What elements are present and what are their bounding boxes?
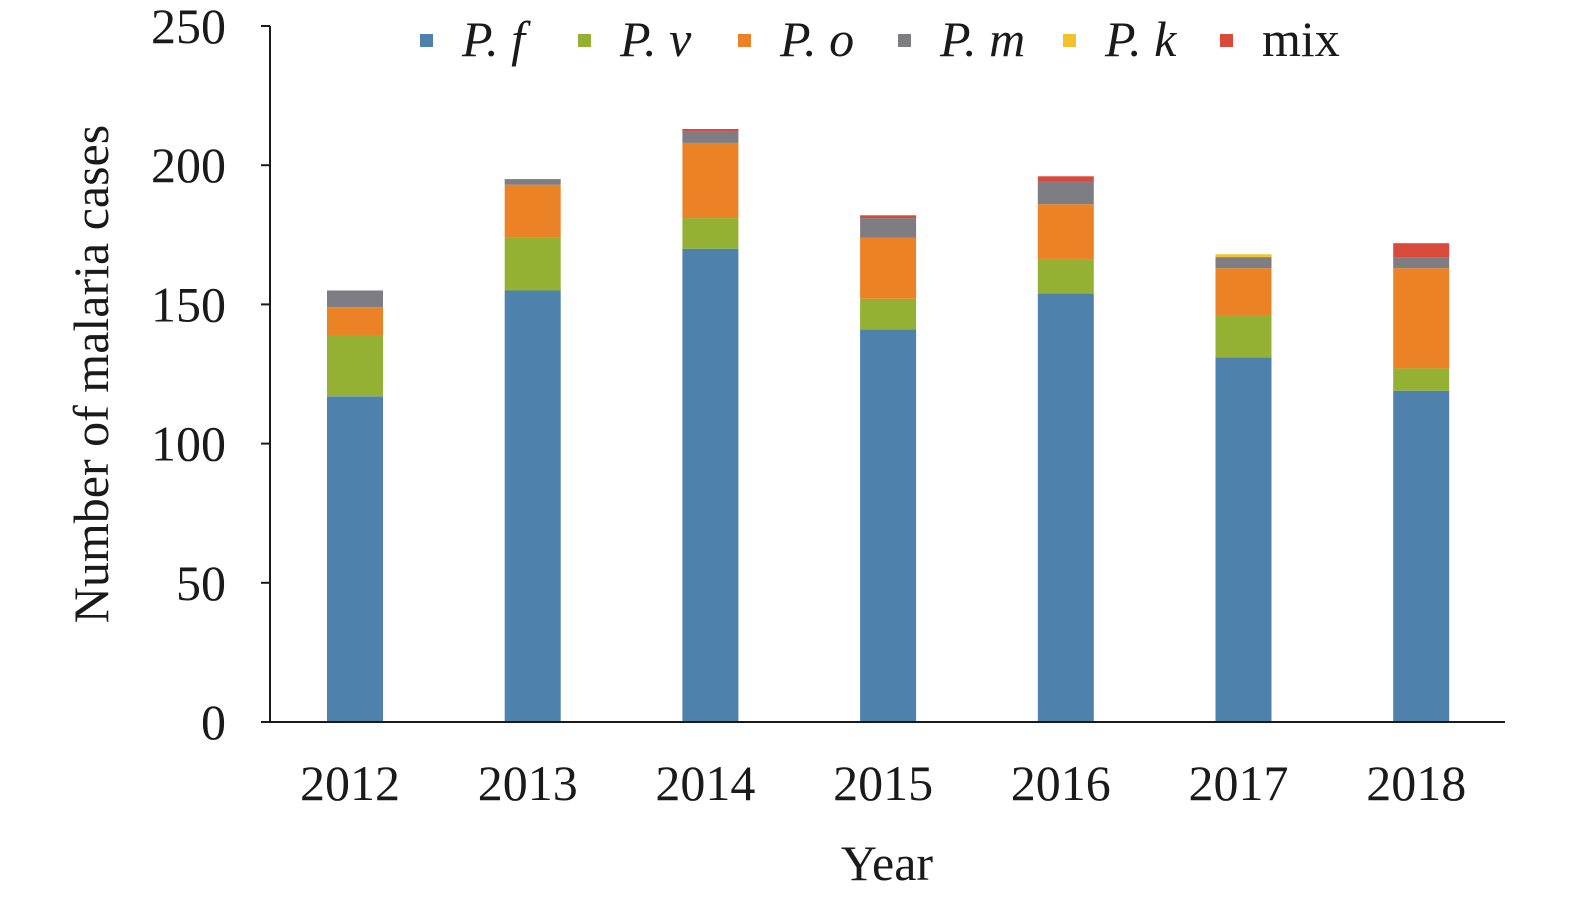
bar-2018-series-5: [1393, 243, 1450, 258]
legend-label: P. f: [461, 11, 531, 67]
bar-2017-series-2: [1215, 268, 1272, 316]
legend-item: P. m: [898, 11, 1025, 67]
bar-2015-series-3: [860, 218, 917, 238]
y-tick-label: 150: [151, 276, 226, 332]
bar-2018-series-2: [1393, 268, 1450, 369]
bar-2017-series-1: [1215, 315, 1272, 358]
x-tick-label: 2017: [1189, 755, 1289, 811]
y-tick-labels: 0 50 100 150 200 250: [151, 0, 226, 750]
bar-2012-series-3: [327, 290, 383, 308]
bar-2013-series-1: [504, 237, 561, 291]
x-tick-label: 2014: [655, 755, 755, 811]
legend-item: P. v: [578, 11, 692, 67]
x-tick-label: 2013: [478, 755, 578, 811]
legend-swatch: [578, 34, 591, 47]
bar-2018-series-3: [1393, 257, 1450, 269]
y-tick-label: 50: [176, 555, 226, 611]
x-tick-label: 2018: [1366, 755, 1466, 811]
y-tick-label: 200: [151, 137, 226, 193]
bar-2013-series-2: [504, 184, 561, 238]
bar-2014-series-3: [682, 131, 739, 143]
bar-2016-series-1: [1037, 259, 1094, 294]
legend-swatch: [738, 34, 751, 47]
bar-2015-series-5: [860, 215, 917, 219]
legend-label: P. o: [779, 11, 854, 67]
legend-label: mix: [1262, 11, 1340, 67]
bar-2012-series-0: [327, 396, 383, 722]
y-tick-label: 0: [201, 694, 226, 750]
legend-item: P. k: [1063, 11, 1177, 67]
x-axis-title: Year: [841, 835, 933, 891]
bar-2015-series-2: [860, 237, 917, 299]
legend-label: P. k: [1104, 11, 1177, 67]
legend-swatch: [898, 34, 911, 47]
legend-item: P. o: [738, 11, 854, 67]
x-tick-label: 2015: [833, 755, 933, 811]
bar-2017-series-3: [1215, 257, 1272, 269]
bar-2012-series-1: [327, 335, 383, 397]
bar-2016-series-2: [1037, 204, 1094, 260]
bar-2017-series-0: [1215, 357, 1272, 722]
legend-swatch: [1220, 34, 1233, 47]
bar-2014-series-1: [682, 218, 739, 249]
bar-2014-series-0: [682, 248, 739, 722]
x-tick-label: 2016: [1011, 755, 1111, 811]
x-tick-label: 2012: [300, 755, 400, 811]
y-axis-title: Number of malaria cases: [63, 125, 119, 623]
bar-2016-series-5: [1037, 176, 1094, 182]
bar-2018-series-1: [1393, 368, 1450, 391]
legend-item: mix: [1220, 11, 1340, 67]
bar-2013-series-0: [504, 290, 561, 722]
x-tick-labels: 2012 2013 2014 2015 2016 2017 2018: [300, 755, 1466, 811]
legend-swatch: [420, 34, 433, 47]
bar-2017-series-4: [1215, 254, 1272, 258]
bar-2016-series-3: [1037, 181, 1094, 205]
bars: [327, 129, 1450, 722]
bar-2016-series-0: [1037, 293, 1094, 722]
bar-2015-series-1: [860, 298, 917, 330]
legend-label: P. m: [939, 11, 1025, 67]
axes: [261, 25, 1505, 723]
legend: P. f P. v P. o P. m P. k mix: [420, 11, 1340, 67]
bar-2013-series-3: [504, 179, 561, 185]
legend-swatch: [1063, 34, 1076, 47]
bar-2014-series-5: [682, 129, 739, 132]
bar-2012-series-2: [327, 307, 383, 335]
y-tick-label: 250: [151, 0, 226, 54]
bar-2018-series-0: [1393, 390, 1450, 722]
legend-label: P. v: [619, 11, 692, 67]
legend-item: P. f: [420, 11, 531, 67]
bar-2015-series-0: [860, 329, 917, 722]
y-tick-label: 100: [151, 416, 226, 472]
bar-2014-series-2: [682, 142, 739, 219]
